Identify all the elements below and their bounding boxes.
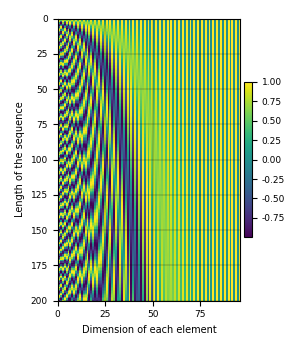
X-axis label: Dimension of each element: Dimension of each element <box>82 325 216 335</box>
Y-axis label: Length of the sequence: Length of the sequence <box>15 102 25 217</box>
